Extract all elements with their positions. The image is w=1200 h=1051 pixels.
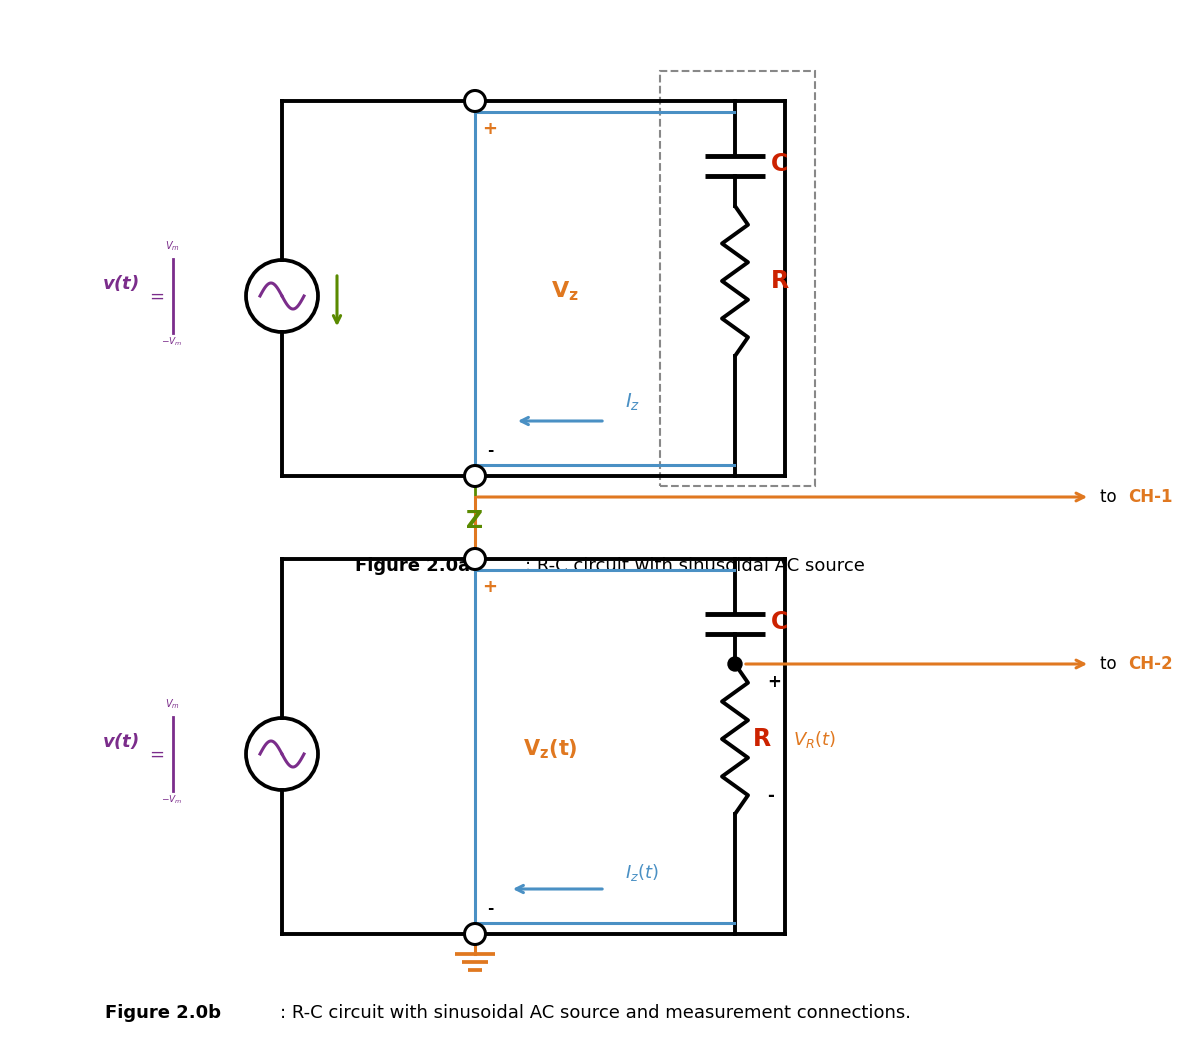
Circle shape xyxy=(728,657,742,671)
Text: Z: Z xyxy=(467,509,484,533)
Text: Figure 2.0a: Figure 2.0a xyxy=(355,557,470,575)
Text: Figure 2.0b: Figure 2.0b xyxy=(106,1004,221,1022)
Text: $V_m$: $V_m$ xyxy=(164,697,179,710)
Circle shape xyxy=(464,549,486,570)
Text: R: R xyxy=(754,727,772,751)
Text: to: to xyxy=(1100,655,1122,673)
Text: $=$: $=$ xyxy=(145,745,164,763)
Text: C: C xyxy=(772,610,788,634)
Text: to: to xyxy=(1100,488,1122,506)
Text: $I_z(t)$: $I_z(t)$ xyxy=(625,862,659,883)
Text: +: + xyxy=(482,578,498,596)
Text: $\bfit{v}(t)$: $\bfit{v}(t)$ xyxy=(102,731,139,751)
Text: : R-C circuit with sinusoidal AC source: : R-C circuit with sinusoidal AC source xyxy=(526,557,865,575)
Text: -: - xyxy=(767,787,774,805)
Text: $V_R(t)$: $V_R(t)$ xyxy=(793,728,836,749)
Text: CH-2: CH-2 xyxy=(1128,655,1172,673)
Text: -: - xyxy=(487,902,493,916)
Text: +: + xyxy=(482,120,498,138)
Text: $\bfit{v}(t)$: $\bfit{v}(t)$ xyxy=(102,273,139,293)
Text: CH-1: CH-1 xyxy=(1128,488,1172,506)
Text: $=$: $=$ xyxy=(145,287,164,305)
Text: $-V_m$: $-V_m$ xyxy=(161,794,182,806)
Text: $\mathbf{V_z}$: $\mathbf{V_z}$ xyxy=(551,280,578,303)
Text: $-V_m$: $-V_m$ xyxy=(161,336,182,349)
Text: R: R xyxy=(770,269,790,293)
Circle shape xyxy=(464,466,486,487)
Circle shape xyxy=(464,924,486,945)
Circle shape xyxy=(464,90,486,111)
Text: $I_z$: $I_z$ xyxy=(625,392,640,413)
Text: +: + xyxy=(767,673,781,691)
Text: : R-C circuit with sinusoidal AC source and measurement connections.: : R-C circuit with sinusoidal AC source … xyxy=(280,1004,911,1022)
Text: C: C xyxy=(772,152,788,176)
Bar xyxy=(660,71,815,486)
Text: $V_m$: $V_m$ xyxy=(164,240,179,253)
Text: -: - xyxy=(487,444,493,458)
Text: $\mathbf{V_z(t)}$: $\mathbf{V_z(t)}$ xyxy=(523,737,577,761)
